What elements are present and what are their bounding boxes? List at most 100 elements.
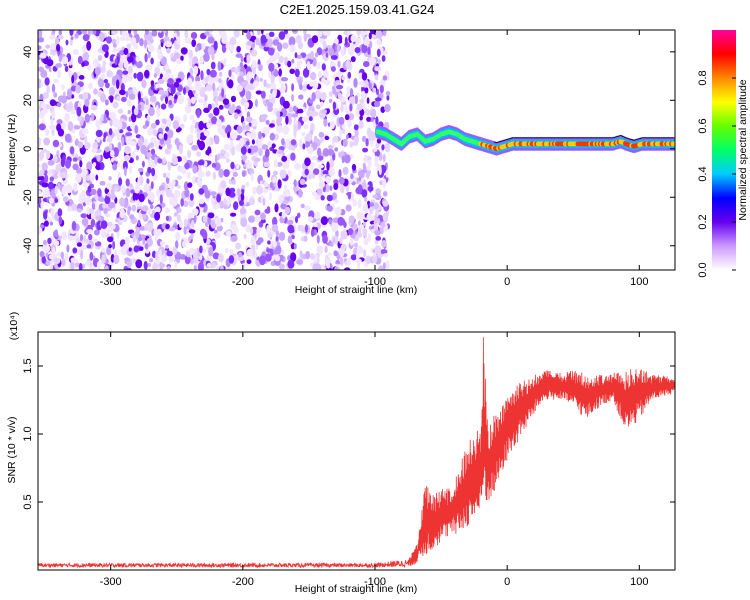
x-tick-label: -300 (100, 576, 122, 588)
noise-blob (382, 75, 388, 81)
noise-blob (345, 204, 352, 212)
noise-blob (294, 52, 298, 59)
noise-blob (100, 230, 107, 238)
noise-blob (44, 77, 50, 86)
noise-blob (207, 212, 215, 219)
noise-blob (282, 125, 290, 135)
noise-blob (150, 80, 155, 86)
noise-blob (268, 70, 272, 79)
noise-blob (287, 170, 292, 178)
noise-blob (110, 193, 116, 200)
noise-blob (146, 178, 150, 185)
noise-blob (151, 30, 158, 37)
noise-blob (78, 263, 83, 270)
noise-blob (267, 38, 274, 48)
noise-blob (328, 167, 335, 177)
noise-blob (200, 70, 204, 81)
noise-blob (240, 55, 244, 63)
noise-blob (266, 83, 271, 89)
noise-blob (104, 196, 111, 205)
noise-blob (291, 113, 298, 118)
noise-blob (338, 169, 342, 178)
noise-blob (202, 215, 208, 223)
noise-blob (57, 208, 63, 217)
noise-blob (75, 84, 81, 94)
noise-blob (254, 99, 258, 108)
noise-blob (316, 245, 324, 255)
noise-blob (298, 94, 304, 100)
noise-blob (38, 163, 41, 168)
noise-blob (219, 265, 224, 270)
noise-blob (306, 60, 311, 71)
noise-blob (133, 30, 138, 36)
noise-blob (125, 135, 133, 145)
noise-blob (122, 243, 130, 251)
noise-blob (324, 135, 330, 141)
noise-blob (50, 207, 55, 217)
noise-blob (192, 208, 199, 216)
noise-blob (201, 42, 206, 50)
snr-y-ticks: 0.5 1.0 1.5 (22, 358, 675, 510)
noise-blob (357, 199, 362, 209)
noise-blob (103, 113, 107, 124)
noise-blob (274, 133, 279, 141)
noise-blob (212, 171, 216, 181)
noise-blob (164, 207, 170, 214)
noise-blob (225, 230, 232, 237)
noise-blob (176, 59, 183, 65)
noise-blob (214, 135, 220, 145)
noise-blob (129, 164, 133, 174)
noise-blob (384, 142, 391, 153)
noise-blob (254, 216, 261, 223)
noise-blob (51, 128, 55, 136)
noise-blob (48, 66, 52, 73)
noise-blob (49, 51, 57, 56)
noise-blob (235, 163, 240, 170)
noise-blob (360, 82, 365, 88)
noise-blob (367, 185, 374, 192)
noise-blob (130, 189, 135, 194)
noise-blob (273, 181, 277, 187)
noise-blob (368, 82, 373, 90)
noise-blob (195, 46, 199, 53)
noise-blob (376, 48, 381, 58)
noise-blob (230, 224, 237, 230)
noise-blob (228, 255, 235, 264)
noise-blob (251, 244, 256, 250)
noise-blob (109, 119, 113, 127)
noise-blob (259, 255, 266, 266)
noise-blob (108, 86, 116, 96)
noise-blob (236, 84, 243, 93)
noise-blob (247, 148, 252, 154)
noise-blob (127, 109, 131, 115)
noise-blob (268, 123, 275, 128)
y-tick-label: 40 (22, 46, 34, 58)
noise-blob (340, 248, 344, 258)
noise-blob (204, 76, 209, 83)
noise-blob (356, 30, 361, 37)
noise-blob (205, 170, 211, 177)
noise-blob (212, 82, 216, 92)
noise-blob (233, 30, 240, 38)
noise-blob (262, 126, 270, 136)
noise-blob (361, 189, 368, 198)
noise-blob (305, 224, 308, 233)
noise-blob (58, 216, 63, 225)
noise-blob (160, 103, 167, 110)
noise-blob (241, 170, 246, 178)
noise-blob (286, 112, 293, 119)
noise-blob (179, 254, 187, 260)
noise-blob (165, 215, 169, 221)
noise-blob (367, 233, 371, 243)
noise-blob (279, 169, 287, 179)
noise-blob (218, 104, 224, 110)
noise-blob (45, 245, 51, 251)
noise-blob (100, 65, 106, 74)
y-tick-label: 0.5 (22, 494, 34, 509)
noise-blob (105, 99, 109, 106)
noise-blob (108, 244, 112, 249)
noise-blob (66, 244, 70, 253)
noise-blob (191, 39, 197, 47)
x-tick-label: 0 (504, 576, 510, 588)
noise-blob (145, 64, 153, 71)
